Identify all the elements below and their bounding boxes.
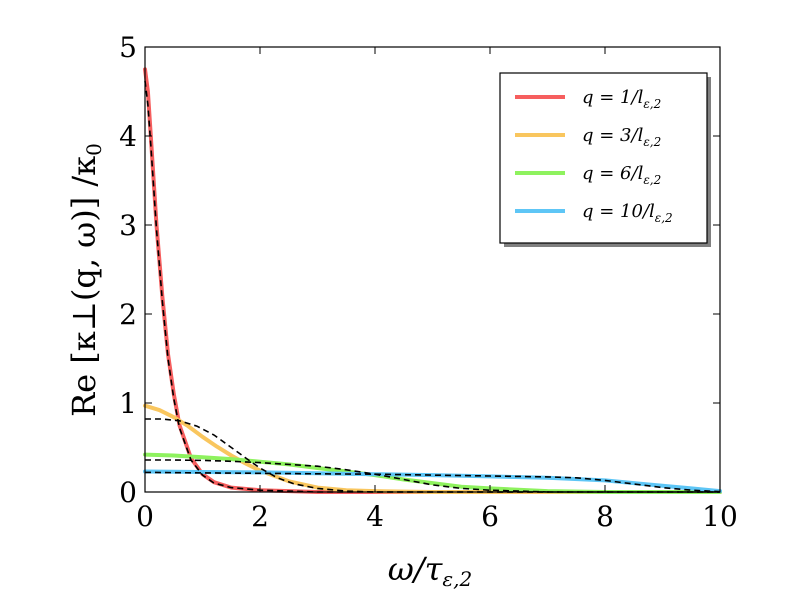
legend-box	[499, 72, 708, 244]
plot-frame	[144, 46, 721, 493]
legend-label-4: q = 10/lε,2	[582, 201, 673, 225]
x-tick-label: 10	[702, 500, 738, 533]
reference-dashed-line-4	[144, 471, 721, 493]
y-tick-label: 1	[119, 387, 137, 420]
reference-dashed-line-3	[145, 459, 720, 493]
y-tick-label: 0	[119, 476, 137, 509]
legend-label-3: q = 6/lε,2	[582, 163, 661, 187]
reference-dashed-line-2	[145, 418, 720, 493]
x-tick-label: 0	[136, 500, 154, 533]
x-tick-label: 4	[366, 500, 384, 533]
y-tick-label: 2	[119, 298, 137, 331]
y-tick-label: 3	[119, 209, 137, 242]
y-axis-label: Re [κ⊥(q, ω)] /κ0	[65, 143, 106, 417]
axes	[144, 46, 721, 493]
series-line-2	[143, 403, 722, 494]
x-tick-label: 2	[251, 500, 269, 533]
y-tick-label: 5	[119, 31, 137, 64]
y-tick-label: 4	[119, 120, 137, 153]
legend: q = 1/lε,2 q = 3/lε,2 q = 6/lε,2 q = 10/lε,…	[499, 72, 711, 247]
legend-label-2: q = 3/lε,2	[582, 125, 661, 149]
x-axis-label: ω/τε,2	[388, 550, 472, 591]
legend-items: q = 1/lε,2 q = 3/lε,2 q = 6/lε,2 q = 10/lε,…	[515, 87, 673, 225]
tick-labels: 0 2 4 6 8 10 0 1 2 3 4 5	[119, 31, 738, 533]
x-tick-label: 6	[481, 500, 499, 533]
legend-label-1: q = 1/lε,2	[582, 87, 661, 111]
x-tick-label: 8	[596, 500, 614, 533]
